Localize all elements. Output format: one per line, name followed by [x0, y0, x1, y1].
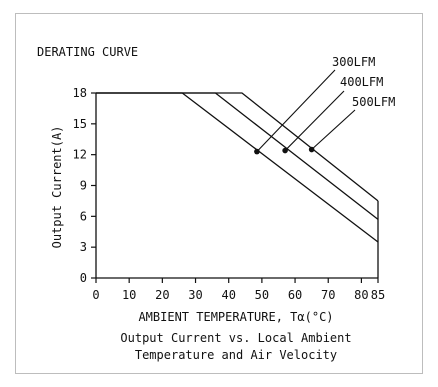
- chart-title: DERATING CURVE: [37, 45, 138, 59]
- y-tick-label: 6: [80, 209, 87, 223]
- y-ticks: 0 3 6 9 12 15 18: [73, 86, 96, 285]
- x-tick-label: 80: [354, 288, 368, 302]
- x-tick-label: 0: [92, 288, 99, 302]
- x-tick-label: 40: [221, 288, 235, 302]
- caption-line-2: Temperature and Air Velocity: [135, 348, 337, 362]
- chart-frame: [15, 13, 423, 374]
- series-group: [96, 92, 379, 278]
- series-line-400lfm: [96, 92, 379, 220]
- y-tick-label: 3: [80, 240, 87, 254]
- y-tick-label: 0: [80, 271, 87, 285]
- leader-line-400lfm: [284, 90, 345, 151]
- series-labels: 300LFM 400LFM 500LFM: [256, 55, 395, 152]
- x-ticks: 0 10 20 30 40 50 60 70 80 85: [92, 278, 385, 302]
- series-label-400lfm: 400LFM: [340, 75, 383, 89]
- series-line-500lfm: [96, 92, 379, 202]
- y-tick-label: 9: [80, 179, 87, 193]
- x-axis-label: AMBIENT TEMPERATURE, Tα(°C): [138, 310, 333, 324]
- y-tick-label: 18: [73, 86, 87, 100]
- y-tick-label: 12: [73, 148, 87, 162]
- leader-line-500lfm: [311, 109, 356, 150]
- x-tick-label: 30: [188, 288, 202, 302]
- y-tick-label: 15: [73, 117, 87, 131]
- leader-line-300lfm: [256, 69, 336, 152]
- x-tick-label: 85: [371, 288, 385, 302]
- series-label-300lfm: 300LFM: [332, 55, 375, 69]
- caption-line-1: Output Current vs. Local Ambient: [120, 331, 351, 345]
- x-tick-label: 20: [155, 288, 169, 302]
- x-tick-label: 70: [321, 288, 335, 302]
- x-tick-label: 10: [122, 288, 136, 302]
- axes: [95, 93, 378, 279]
- x-tick-label: 60: [288, 288, 302, 302]
- series-label-500lfm: 500LFM: [352, 95, 395, 109]
- x-tick-label: 50: [255, 288, 269, 302]
- y-axis-label: Output Current(A): [50, 126, 64, 249]
